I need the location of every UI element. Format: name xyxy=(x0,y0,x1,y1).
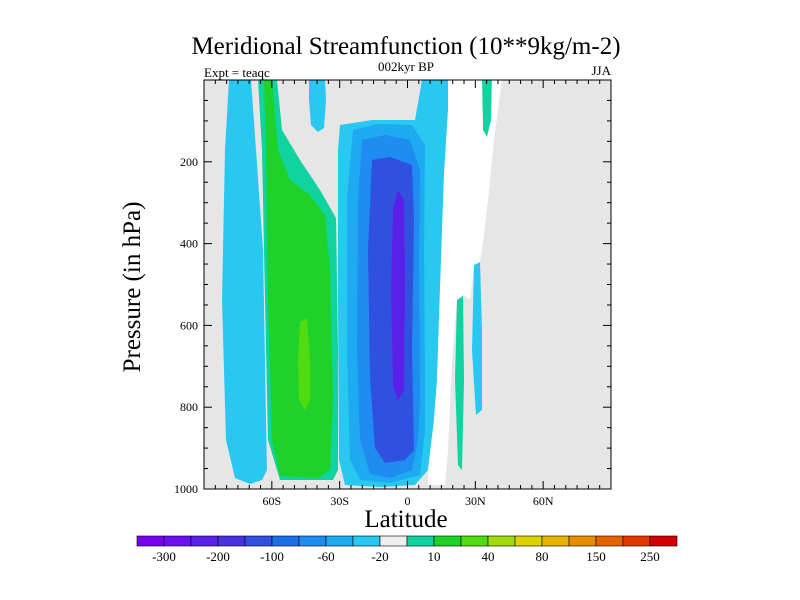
colorbar-swatch xyxy=(568,535,597,547)
y-tick-label: 200 xyxy=(180,155,198,169)
colorbar-swatch xyxy=(298,535,327,547)
colorbar-swatch xyxy=(406,535,435,547)
contour-hadley-minus200 xyxy=(368,157,414,463)
colorbar-tick-label: -20 xyxy=(371,549,388,564)
colorbar-swatch xyxy=(460,535,489,547)
y-axis-label: Pressure (in hPa) xyxy=(119,202,146,373)
right-label: JJA xyxy=(591,63,611,78)
colorbar-swatch xyxy=(649,535,678,547)
contour-north-lower-10 xyxy=(455,295,464,470)
chart-title: Meridional Streamfunction (10**9kg/m-2) xyxy=(191,33,620,60)
colorbar-tick-label: 250 xyxy=(640,549,660,564)
colorbar xyxy=(136,535,678,547)
x-axis-ticks: 60S 30S 0 30N 60N xyxy=(203,80,612,508)
colorbar-swatch xyxy=(595,535,624,547)
y-tick-label: 1000 xyxy=(174,482,198,496)
colorbar-swatch xyxy=(514,535,543,547)
contour-north-zero-band xyxy=(428,80,502,485)
x-axis-label: Latitude xyxy=(364,506,447,533)
colorbar-swatch xyxy=(487,535,516,547)
colorbar-tick-label: -100 xyxy=(260,549,284,564)
contour-south-cell-minus20 xyxy=(222,80,267,484)
x-tick-label: 60N xyxy=(533,494,554,508)
contour-north-lower-minus20 xyxy=(472,262,482,415)
colorbar-labels: -300 -200 -100 -60 -20 10 40 80 150 250 xyxy=(152,549,660,564)
x-tick-label: 30S xyxy=(330,494,349,508)
colorbar-swatch xyxy=(163,535,192,547)
colorbar-tick-label: 40 xyxy=(482,549,495,564)
colorbar-swatch xyxy=(217,535,246,547)
x-tick-label: 0 xyxy=(405,494,411,508)
left-label: Expt = teaqc xyxy=(204,65,270,80)
colorbar-tick-label: -300 xyxy=(152,549,176,564)
colorbar-tick-label: -200 xyxy=(206,549,230,564)
x-tick-label: 30N xyxy=(465,494,486,508)
colorbar-tick-label: 10 xyxy=(428,549,441,564)
contour-north-thin-10 xyxy=(482,80,492,137)
contour-fills xyxy=(222,80,502,487)
y-tick-label: 600 xyxy=(180,318,198,332)
contour-south-cell-40 xyxy=(264,80,333,478)
colorbar-swatch xyxy=(541,535,570,547)
y-axis-ticks: 200 400 600 800 1000 xyxy=(174,79,611,496)
contour-north-upper-minus20 xyxy=(309,80,326,132)
colorbar-swatch xyxy=(136,535,165,547)
y-tick-label: 400 xyxy=(180,237,198,251)
colorbar-swatch xyxy=(325,535,354,547)
center-label: 002kyr BP xyxy=(378,59,434,74)
colorbar-swatch xyxy=(271,535,300,547)
contour-south-cell-80 xyxy=(298,318,310,410)
contour-hadley-minus300 xyxy=(391,190,405,400)
colorbar-swatch xyxy=(622,535,651,547)
colorbar-swatch xyxy=(352,535,381,547)
colorbar-swatch xyxy=(433,535,462,547)
colorbar-tick-label: 150 xyxy=(586,549,606,564)
y-tick-label: 800 xyxy=(180,400,198,414)
colorbar-swatch xyxy=(244,535,273,547)
colorbar-tick-label: -60 xyxy=(317,549,334,564)
contour-north-left-minus20 xyxy=(424,80,440,130)
colorbar-tick-label: 80 xyxy=(536,549,549,564)
x-tick-label: 60S xyxy=(262,494,281,508)
colorbar-swatch xyxy=(379,535,408,547)
colorbar-swatch xyxy=(190,535,219,547)
